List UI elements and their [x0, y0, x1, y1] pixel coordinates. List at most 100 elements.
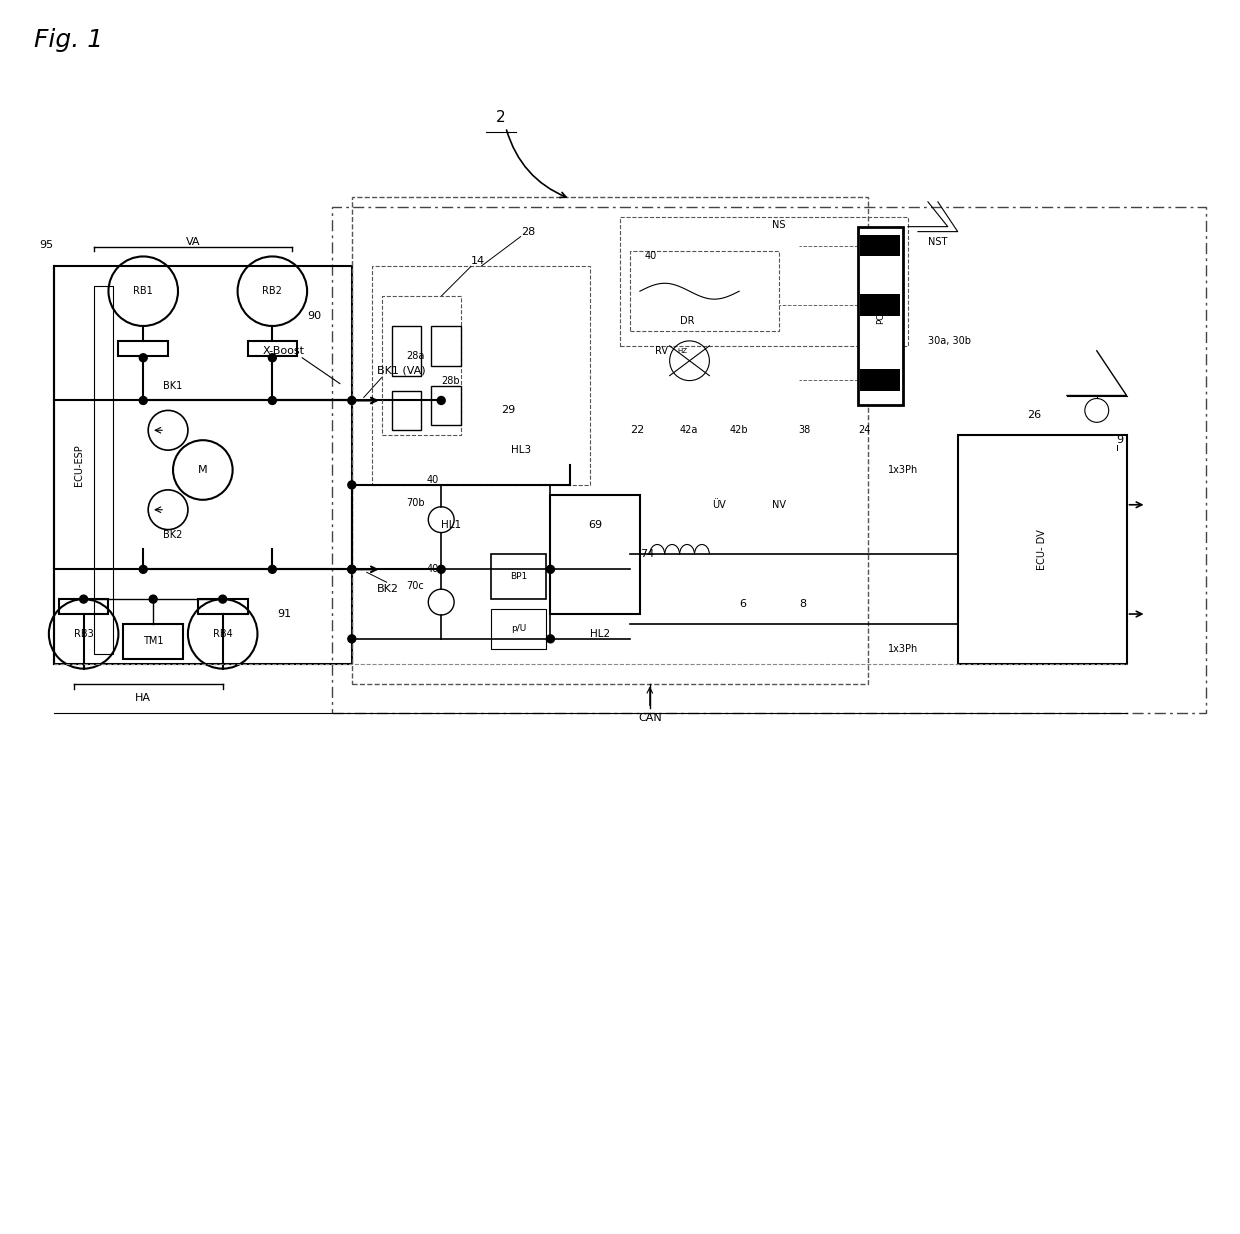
Circle shape [268, 354, 277, 362]
Circle shape [139, 354, 148, 362]
Circle shape [139, 396, 148, 405]
Text: 74: 74 [640, 549, 655, 559]
Bar [861, 234, 900, 257]
Text: 8: 8 [799, 598, 806, 610]
Bar [248, 341, 298, 355]
Text: 9: 9 [1117, 436, 1123, 445]
Bar [382, 296, 461, 436]
Text: NS: NS [773, 220, 786, 230]
Bar [352, 197, 868, 684]
Text: 14: 14 [471, 257, 485, 267]
Circle shape [438, 396, 445, 405]
Text: 26: 26 [1027, 411, 1042, 421]
Circle shape [348, 565, 356, 574]
Text: BK1 (VA): BK1 (VA) [377, 365, 425, 375]
Text: RB3: RB3 [73, 629, 93, 639]
Text: CAN: CAN [637, 713, 662, 723]
Text: RB2: RB2 [263, 286, 283, 296]
Text: BK2: BK2 [164, 529, 182, 539]
Text: 28b: 28b [441, 375, 460, 385]
Bar [861, 294, 900, 316]
Circle shape [139, 565, 148, 574]
Circle shape [348, 481, 356, 489]
Text: 95: 95 [38, 239, 53, 249]
Bar [392, 390, 422, 431]
Bar [432, 385, 461, 426]
Text: 1x3Ph: 1x3Ph [888, 644, 919, 654]
Text: DR: DR [680, 316, 694, 326]
Text: VA: VA [186, 237, 200, 247]
Circle shape [268, 565, 277, 574]
Text: M: M [198, 465, 207, 475]
Bar [630, 252, 779, 331]
Bar [118, 341, 169, 355]
Text: 70b: 70b [407, 497, 425, 507]
Text: 70c: 70c [407, 581, 424, 591]
Text: 38: 38 [799, 426, 811, 436]
Bar [123, 624, 184, 659]
Text: 22: 22 [630, 426, 645, 436]
Text: PCB: PCB [875, 307, 884, 325]
Text: HZ: HZ [677, 348, 688, 354]
Bar [620, 217, 908, 346]
Bar [491, 610, 546, 649]
Text: 28a: 28a [407, 350, 425, 360]
Circle shape [218, 595, 227, 603]
Bar [432, 326, 461, 365]
Bar [957, 436, 1127, 664]
Text: TM1: TM1 [143, 636, 164, 645]
Text: 90: 90 [308, 311, 321, 321]
Bar [551, 495, 640, 615]
Bar [58, 600, 108, 615]
Text: ECU-ESP: ECU-ESP [73, 444, 83, 486]
Circle shape [547, 565, 554, 574]
Text: 42b: 42b [729, 426, 748, 436]
Bar [93, 286, 113, 654]
Bar [332, 207, 1207, 713]
Text: X-Boost: X-Boost [263, 346, 304, 355]
Text: 6: 6 [739, 598, 746, 610]
Text: Fig. 1: Fig. 1 [33, 28, 103, 52]
Circle shape [438, 565, 445, 574]
Bar [198, 600, 248, 615]
Text: NV: NV [773, 500, 786, 510]
Bar [372, 267, 590, 485]
Text: BK1: BK1 [164, 380, 182, 391]
Circle shape [268, 396, 277, 405]
Circle shape [348, 634, 356, 643]
Text: 28: 28 [521, 227, 534, 237]
Text: HL2: HL2 [590, 629, 610, 639]
Text: 40: 40 [645, 252, 657, 262]
Text: RB4: RB4 [213, 629, 233, 639]
Text: 40: 40 [427, 475, 439, 485]
Text: ECU- DV: ECU- DV [1037, 529, 1047, 570]
Bar [858, 227, 903, 406]
Text: RB1: RB1 [134, 286, 153, 296]
Circle shape [79, 595, 88, 603]
Text: NST: NST [928, 237, 947, 247]
Text: BK2: BK2 [377, 584, 398, 595]
Text: 29: 29 [501, 406, 515, 416]
Text: 69: 69 [588, 520, 603, 529]
Circle shape [348, 565, 356, 574]
Text: 1x3Ph: 1x3Ph [888, 465, 919, 475]
Text: 24: 24 [858, 426, 870, 436]
Circle shape [547, 634, 554, 643]
Text: HL3: HL3 [511, 445, 531, 455]
Text: ÜV: ÜV [713, 500, 727, 510]
Text: 40: 40 [427, 564, 439, 574]
Text: HA: HA [135, 694, 151, 703]
Text: RV: RV [655, 346, 668, 355]
Bar [392, 326, 422, 375]
Text: p/U: p/U [511, 624, 526, 633]
Text: HL1: HL1 [441, 520, 461, 529]
Text: 30a, 30b: 30a, 30b [928, 336, 971, 346]
Bar [53, 267, 352, 664]
Text: 91: 91 [278, 610, 291, 619]
Circle shape [149, 595, 157, 603]
Bar [861, 369, 900, 390]
Text: BP1: BP1 [510, 571, 527, 581]
Text: 2: 2 [496, 110, 506, 125]
Circle shape [348, 396, 356, 405]
Text: 42a: 42a [680, 426, 698, 436]
